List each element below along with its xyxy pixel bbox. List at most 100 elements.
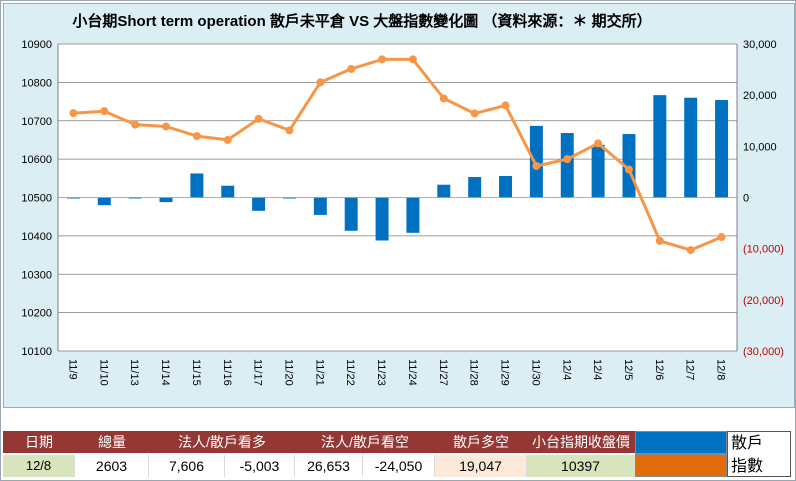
chart-area: 小台期Short term operation 散戶未平倉 VS 大盤指數變化圖… (3, 3, 795, 408)
point-index (686, 246, 695, 255)
x-tick-label: 12/7 (684, 359, 696, 380)
point-index (69, 109, 78, 118)
x-tick-label: 11/14 (159, 359, 171, 386)
point-index (439, 94, 448, 103)
legend-label-retail: 散戶 (731, 435, 764, 452)
bar-retail (529, 125, 543, 198)
point-index (655, 236, 664, 245)
point-index (316, 78, 325, 87)
x-tick-label: 12/4 (591, 359, 603, 380)
bar-retail (97, 197, 111, 206)
y-right-tick-label: (20,000) (743, 295, 784, 307)
x-tick-label: 11/13 (128, 359, 140, 386)
y-left-tick-label: 10200 (21, 308, 52, 320)
point-index (192, 132, 201, 141)
point-index (162, 122, 171, 131)
bar-retail (282, 197, 296, 199)
y-right-tick-label: 20,000 (743, 90, 777, 102)
header-short: 法人/散戶看空 (295, 431, 435, 453)
x-tick-label: 11/27 (437, 359, 449, 386)
bar-retail (406, 197, 420, 233)
y-left-tick-label: 10800 (21, 77, 52, 89)
y-right-tick-label: 30,000 (743, 39, 777, 51)
legend-label-index: 指數 (731, 458, 764, 475)
point-index (254, 114, 263, 123)
summary-table: 日期 總量 法人/散戶看多 法人/散戶看空 散戶多空 小台指期收盤價 12/8 … (3, 431, 793, 479)
bar-retail (653, 95, 667, 198)
point-index (563, 155, 572, 164)
x-tick-label: 11/21 (313, 359, 325, 386)
legend-box (727, 431, 791, 477)
y-left-tick-label: 10300 (21, 269, 52, 281)
point-index (470, 109, 479, 118)
header-close: 小台指期收盤價 (527, 431, 635, 453)
line-index (73, 57, 723, 252)
point-index (223, 135, 232, 144)
bar-retail (684, 97, 698, 198)
chart-title: 小台期Short term operation 散戶未平倉 VS 大盤指數變化圖… (72, 13, 652, 30)
y-left-tick-label: 10700 (21, 116, 52, 128)
point-index (624, 165, 633, 174)
x-tick-label: 11/24 (406, 359, 418, 386)
cell-short-inst: 26,653 (295, 455, 363, 477)
bar-retail (66, 197, 80, 199)
x-tick-label: 12/5 (622, 359, 634, 380)
point-index (717, 233, 726, 242)
bar-retail (313, 197, 327, 215)
bar-retail (375, 197, 389, 241)
bar-retail (344, 197, 358, 231)
header-long: 法人/散戶看多 (149, 431, 295, 453)
bar-retail (715, 100, 729, 198)
point-index (501, 101, 510, 110)
combo-chart: 10100 10200 10300 10400 10500 10600 10700 10800… (21, 39, 784, 386)
point-index (594, 139, 603, 148)
cell-close: 10397 (527, 455, 635, 477)
bar-retail (190, 173, 204, 198)
bar-retail (437, 184, 451, 198)
legend-swatch-retail (635, 431, 727, 454)
y-left-tick-label: 10600 (21, 154, 52, 166)
y-left-tick-label: 10100 (21, 346, 52, 358)
bar-retail (221, 185, 235, 198)
y-right-tick-label: 0 (743, 193, 749, 205)
point-index (100, 107, 109, 116)
cell-date: 12/8 (3, 455, 75, 477)
x-tick-label: 11/15 (190, 359, 202, 386)
bar-retail (499, 176, 513, 198)
x-tick-label: 11/10 (97, 359, 109, 386)
cell-long-retail: -5,003 (225, 455, 295, 477)
y-right-tick-label: (30,000) (743, 346, 784, 358)
y-right-tick-label: (10,000) (743, 244, 784, 256)
x-tick-label: 11/29 (499, 359, 511, 386)
cell-long-inst: 7,606 (149, 455, 225, 477)
y-left-tick-label: 10400 (21, 231, 52, 243)
bar-retail (159, 197, 173, 203)
y-left-tick-label: 10900 (21, 39, 52, 51)
cell-total: 2603 (75, 455, 149, 477)
bar-retail (128, 197, 142, 199)
x-tick-label: 11/28 (468, 359, 480, 386)
bar-retail (468, 177, 482, 198)
x-tick-label: 11/22 (344, 359, 356, 386)
point-index (378, 55, 387, 64)
point-index (532, 162, 541, 171)
point-index (347, 64, 356, 73)
y-left-tick-label: 10500 (21, 193, 52, 205)
x-tick-label: 11/16 (221, 359, 233, 386)
header-retail-net: 散戶多空 (435, 431, 527, 453)
y-right-tick-label: 10,000 (743, 141, 777, 153)
x-tick-label: 11/17 (252, 359, 264, 386)
cell-retail-net: 19,047 (435, 455, 527, 477)
x-tick-label: 12/6 (653, 359, 665, 380)
point-index (131, 120, 140, 129)
x-tick-label: 11/20 (282, 359, 294, 386)
header-date: 日期 (3, 431, 75, 453)
bar-retail (591, 144, 605, 198)
bar-retail (252, 197, 266, 211)
bar-retail (560, 133, 574, 198)
x-tick-label: 12/8 (715, 359, 727, 380)
point-index (285, 126, 294, 135)
header-total: 總量 (75, 431, 149, 453)
cell-short-retail: -24,050 (363, 455, 435, 477)
